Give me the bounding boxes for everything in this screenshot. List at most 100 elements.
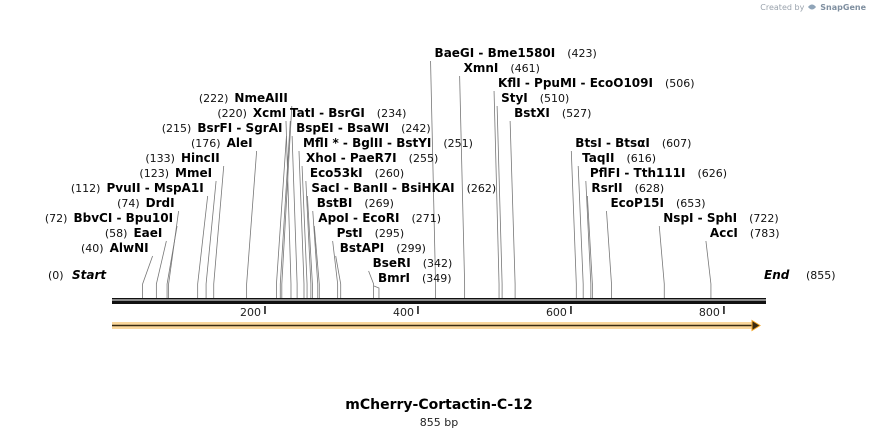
site-line-mfli <box>298 150 305 298</box>
site-line-alwni <box>142 255 153 298</box>
site-name-baegi[interactable]: BaeGI - Bme1580I <box>435 46 556 60</box>
site-line-pvuii <box>197 195 209 298</box>
site-pos-bmri: (349) <box>422 272 452 285</box>
site-name-btsi[interactable]: BtsI - BtsαI <box>575 136 650 150</box>
site-line-bstxi <box>509 120 516 298</box>
site-pos-bspei: (242) <box>401 122 431 135</box>
site-name-mfli[interactable]: MflI * - BglII - BstYI <box>303 136 431 150</box>
site-line-tati <box>285 120 292 298</box>
credit: Created by SnapGene <box>760 2 866 12</box>
site-name-ecop15i[interactable]: EcoP15I <box>610 196 664 210</box>
site-pos-bstapi: (299) <box>396 242 426 255</box>
site-pos-nmeaiii: (222) <box>199 92 229 105</box>
site-name-bseri[interactable]: BseRI <box>373 256 411 270</box>
site-name-mmei[interactable]: MmeI <box>175 166 212 180</box>
dna-backbone <box>112 298 766 304</box>
site-name-hincii[interactable]: HincII <box>181 151 220 165</box>
site-line-bseri <box>368 270 374 298</box>
site-pos-drdi: (74) <box>117 197 140 210</box>
site-name-apoi[interactable]: ApoI - EcoRI <box>318 211 399 225</box>
site-name-eaei[interactable]: EaeI <box>133 226 162 240</box>
site-pos-pvuii: (112) <box>71 182 101 195</box>
site-line-xhoi <box>301 165 308 298</box>
site-pos-mmei: (123) <box>139 167 169 180</box>
site-pos-hincii: (133) <box>145 152 175 165</box>
site-name-rsrii[interactable]: RsrII <box>591 181 622 195</box>
site-pos-ecop15i: (653) <box>676 197 706 210</box>
site-name-bstbi[interactable]: BstBI <box>317 196 353 210</box>
site-line-nspi <box>658 225 665 298</box>
site-name-bsrfi[interactable]: BsrFI - SgrAI <box>197 121 282 135</box>
site-name-xhoi[interactable]: XhoI - PaeR7I <box>306 151 397 165</box>
site-line-saci <box>307 195 313 298</box>
site-pos-eco53ki: (260) <box>375 167 405 180</box>
site-name-pflfi[interactable]: PflFI - Tth111I <box>590 166 686 180</box>
site-pos-xhoi: (255) <box>409 152 439 165</box>
restriction-map: 200 400 600 800 AlwNI (40) EaeI (58) BbvCI - Bp… <box>45 46 836 332</box>
site-pos-alwni: (40) <box>81 242 104 255</box>
site-name-alwni[interactable]: AlwNI <box>110 241 149 255</box>
site-name-tati[interactable]: TatI - BsrGI <box>290 106 365 120</box>
tick-label-800: 800 <box>699 306 720 319</box>
end-position: (855) <box>806 269 836 282</box>
orf-feature[interactable] <box>112 319 761 332</box>
site-pos-acci: (783) <box>750 227 780 240</box>
site-pos-bstbi: (269) <box>364 197 394 210</box>
site-pos-kfli: (506) <box>665 77 695 90</box>
site-name-styi[interactable]: StyI <box>501 91 528 105</box>
site-line-taqii <box>577 165 584 298</box>
site-line-bstbi <box>312 210 319 298</box>
site-pos-tati: (234) <box>377 107 407 120</box>
site-name-bspei[interactable]: BspEI - BsaWI <box>296 121 389 135</box>
site-line-bmri <box>373 285 380 298</box>
site-name-psti[interactable]: PstI <box>337 226 363 240</box>
site-line-bstapi <box>335 255 342 298</box>
site-name-drdi[interactable]: DrdI <box>146 196 175 210</box>
tick-label-400: 400 <box>393 306 414 319</box>
site-line-baegi <box>430 60 436 298</box>
backbone-strand <box>112 298 766 304</box>
site-line-rsrii <box>586 195 593 298</box>
site-line-drdi <box>168 210 180 298</box>
site-pos-baegi: (423) <box>567 47 597 60</box>
site-line-bsrfi <box>276 135 287 298</box>
site-name-bstxi[interactable]: BstXI <box>514 106 550 120</box>
start-label: Start <box>72 268 107 282</box>
site-name-kfli[interactable]: KflI - PpuMI - EcoO109I <box>498 76 653 90</box>
site-pos-pflfi: (626) <box>698 167 728 180</box>
site-line-apoi <box>313 225 320 298</box>
site-pos-rsrii: (628) <box>635 182 665 195</box>
site-pos-eaei: (58) <box>105 227 128 240</box>
site-line-xmni <box>459 75 466 298</box>
site-line-eco53ki <box>305 180 312 298</box>
site-name-xmni[interactable]: XmnI <box>464 61 499 75</box>
snapgene-logo-icon <box>808 4 817 10</box>
site-pos-styi: (510) <box>540 92 570 105</box>
site-name-nmeaiii[interactable]: NmeAIII <box>234 91 287 105</box>
site-line-psti <box>332 240 339 298</box>
site-name-taqii[interactable]: TaqII <box>582 151 614 165</box>
site-name-xcmi[interactable]: XcmI <box>253 106 286 120</box>
site-name-bmri[interactable]: BmrI <box>378 271 410 285</box>
site-line-alei <box>246 150 258 298</box>
plasmid-name: mCherry-Cortactin-C-12 <box>345 397 533 413</box>
site-name-bstapi[interactable]: BstAPI <box>340 241 385 255</box>
site-line-kfli <box>493 90 500 298</box>
site-pos-xmni: (461) <box>510 62 540 75</box>
site-name-alei[interactable]: AleI <box>227 136 253 150</box>
site-name-pvuii[interactable]: PvuII - MspA1I <box>106 181 203 195</box>
site-pos-bstxi: (527) <box>562 107 592 120</box>
site-line-eaei <box>155 240 167 298</box>
site-line-nmeaiii <box>281 105 293 298</box>
site-name-eco53ki[interactable]: Eco53kI <box>310 166 363 180</box>
site-pos-xcmi: (220) <box>217 107 247 120</box>
site-name-acci[interactable]: AccI <box>710 226 738 240</box>
site-line-btsi <box>570 150 577 298</box>
site-line-mmei <box>205 180 217 298</box>
site-line-hincii <box>213 165 225 298</box>
site-name-saci[interactable]: SacI - BanII - BsiHKAI <box>311 181 454 195</box>
site-name-bbvci[interactable]: BbvCI - Bpu10I <box>73 211 173 225</box>
site-name-nspi[interactable]: NspI - SphI <box>663 211 737 225</box>
ruler-ticks: 200 400 600 800 <box>240 306 725 319</box>
site-lines <box>142 60 712 298</box>
